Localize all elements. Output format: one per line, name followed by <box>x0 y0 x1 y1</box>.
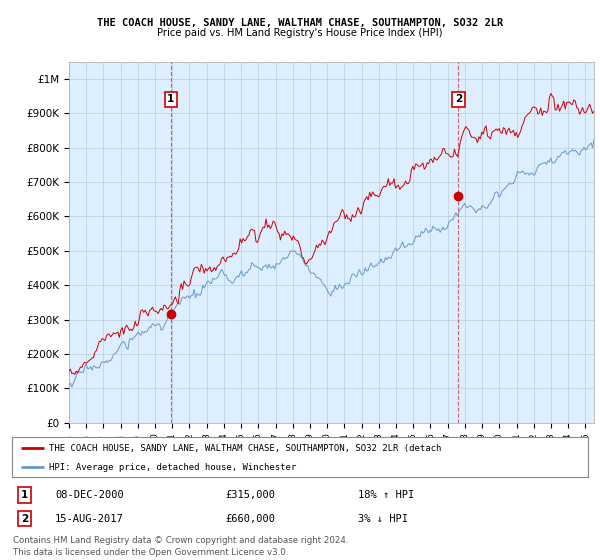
Text: 08-DEC-2000: 08-DEC-2000 <box>55 491 124 501</box>
Text: THE COACH HOUSE, SANDY LANE, WALTHAM CHASE, SOUTHAMPTON, SO32 2LR (detach: THE COACH HOUSE, SANDY LANE, WALTHAM CHA… <box>49 444 442 452</box>
Text: £660,000: £660,000 <box>225 514 275 524</box>
Text: Price paid vs. HM Land Registry's House Price Index (HPI): Price paid vs. HM Land Registry's House … <box>157 28 443 38</box>
Text: 1: 1 <box>167 95 175 104</box>
Text: Contains HM Land Registry data © Crown copyright and database right 2024.: Contains HM Land Registry data © Crown c… <box>13 536 349 545</box>
Text: This data is licensed under the Open Government Licence v3.0.: This data is licensed under the Open Gov… <box>13 548 289 557</box>
Text: HPI: Average price, detached house, Winchester: HPI: Average price, detached house, Winc… <box>49 463 296 472</box>
Text: £315,000: £315,000 <box>225 491 275 501</box>
Text: 2: 2 <box>455 95 462 104</box>
Text: 2: 2 <box>21 514 28 524</box>
Text: 18% ↑ HPI: 18% ↑ HPI <box>358 491 414 501</box>
Text: THE COACH HOUSE, SANDY LANE, WALTHAM CHASE, SOUTHAMPTON, SO32 2LR: THE COACH HOUSE, SANDY LANE, WALTHAM CHA… <box>97 18 503 28</box>
Text: 15-AUG-2017: 15-AUG-2017 <box>55 514 124 524</box>
Text: 3% ↓ HPI: 3% ↓ HPI <box>358 514 407 524</box>
Text: 1: 1 <box>21 491 28 501</box>
